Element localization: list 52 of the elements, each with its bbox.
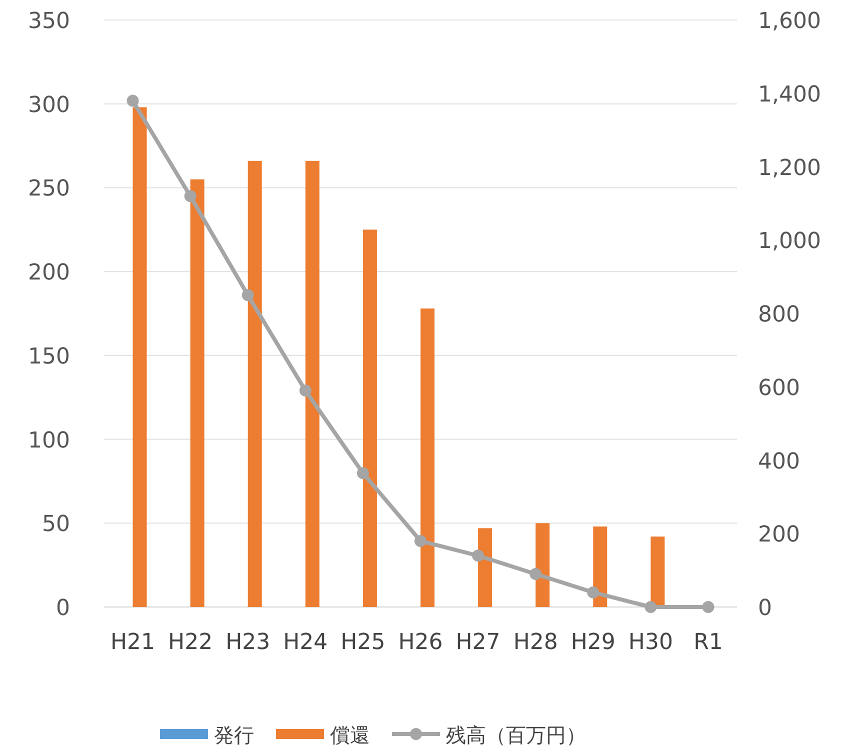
y2-tick-label: 1,400 bbox=[758, 82, 821, 108]
bar bbox=[478, 528, 492, 607]
bar bbox=[650, 536, 665, 607]
x-tick-label: H27 bbox=[456, 630, 500, 655]
legend-label: 残高（百万円） bbox=[446, 723, 586, 747]
legend-label: 発行 bbox=[214, 723, 254, 747]
y-tick-label: 50 bbox=[42, 512, 70, 538]
point bbox=[472, 550, 484, 562]
y2-tick-label: 600 bbox=[758, 376, 800, 401]
x-tick-label: R1 bbox=[694, 630, 723, 655]
bar bbox=[420, 308, 434, 607]
y2-tick-label: 400 bbox=[758, 449, 800, 474]
x-tick-label: H23 bbox=[226, 630, 270, 655]
bar bbox=[190, 179, 204, 607]
y2-tick-label: 1,000 bbox=[758, 229, 821, 254]
point bbox=[702, 601, 714, 613]
x-tick-label: H26 bbox=[398, 630, 443, 655]
point bbox=[126, 94, 139, 107]
x-tick-label: H24 bbox=[283, 630, 328, 655]
x-tick-label: H22 bbox=[168, 630, 213, 655]
point bbox=[587, 586, 600, 598]
x-tick-label: H25 bbox=[340, 630, 386, 655]
bar bbox=[305, 160, 320, 607]
x-tick-label: H30 bbox=[628, 630, 673, 655]
y-tick-label: 100 bbox=[28, 428, 70, 454]
y2-tick-label: 200 bbox=[758, 522, 800, 548]
x-tick-label: H28 bbox=[513, 630, 558, 655]
y-tick-label: 350 bbox=[28, 9, 70, 34]
bar bbox=[362, 230, 377, 607]
point bbox=[184, 190, 196, 202]
y-tick-label: 0 bbox=[56, 596, 70, 621]
bar bbox=[593, 526, 608, 607]
point bbox=[356, 467, 369, 480]
x-tick-label: H21 bbox=[110, 630, 156, 655]
point bbox=[644, 601, 657, 613]
x-tick-label: H29 bbox=[570, 630, 616, 655]
point bbox=[530, 568, 542, 580]
y-tick-label: 300 bbox=[28, 92, 70, 118]
legend-label: 償還 bbox=[330, 723, 370, 747]
y-tick-label: 250 bbox=[28, 176, 70, 202]
y2-tick-label: 1,600 bbox=[758, 9, 821, 34]
y-tick-label: 150 bbox=[28, 344, 70, 370]
bar bbox=[536, 523, 550, 607]
point bbox=[299, 384, 312, 397]
y2-tick-label: 0 bbox=[758, 596, 772, 621]
point bbox=[414, 534, 426, 547]
y2-tick-label: 1,200 bbox=[758, 156, 821, 181]
bar bbox=[248, 160, 262, 607]
point bbox=[242, 289, 254, 302]
y2-tick-label: 800 bbox=[758, 302, 800, 328]
y-tick-label: 200 bbox=[28, 260, 70, 286]
bar bbox=[132, 107, 147, 607]
